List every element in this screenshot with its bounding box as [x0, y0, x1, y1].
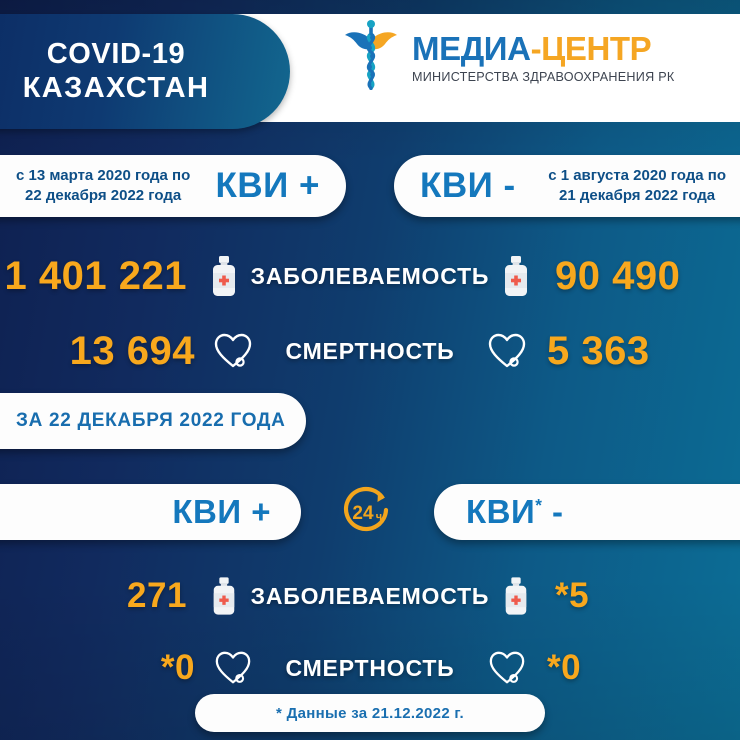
daily-date-pill: ЗА 22 ДЕКАБРЯ 2022 ГОДА: [0, 393, 306, 449]
footnote-text: * Данные за 21.12.2022 г.: [276, 704, 464, 722]
page-title: COVID-19 КАЗАХСТАН: [23, 38, 210, 104]
daily-positive-pill: КВИ +: [0, 484, 301, 540]
daily-negative-kvi-suffix: -: [542, 493, 564, 530]
daily-cases-row: 271 ЗАБОЛЕВАЕМОСТЬ *5: [0, 565, 740, 627]
cumulative-cases-positive-value: 1 401 221: [4, 253, 187, 298]
cumulative-negative-period: с 1 августа 2020 года по 21 декабря 2022…: [548, 167, 726, 204]
badge-unit: ч: [376, 511, 382, 523]
medicine-bottle-icon: [197, 576, 251, 616]
daily-date-label: ЗА 22 ДЕКАБРЯ 2022 ГОДА: [16, 410, 286, 431]
daily-deaths-label: СМЕРТНОСТЬ: [285, 654, 455, 681]
logo-title: МЕДИА-ЦЕНТР: [412, 32, 674, 65]
medicine-bottle-icon: [489, 576, 543, 616]
heart-stethoscope-icon: [205, 331, 261, 371]
daily-negative-pill: КВИ* -: [434, 484, 740, 540]
page-title-line2: КАЗАХСТАН: [22, 71, 210, 104]
cumulative-deaths-row: 13 694 СМЕРТНОСТЬ 5 363: [0, 320, 740, 382]
cumulative-cases-label: ЗАБОЛЕВАЕМОСТЬ: [250, 262, 490, 289]
daily-positive-kvi-label: КВИ +: [172, 493, 271, 530]
logo-text-block: МЕДИА-ЦЕНТР МИНИСТЕРСТВА ЗДРАВООХРАНЕНИЯ…: [412, 30, 674, 84]
logo-title-orange: -ЦЕНТР: [530, 30, 652, 67]
badge-number: 24: [352, 503, 374, 524]
covid-title-banner: COVID-19 КАЗАХСТАН: [0, 14, 290, 129]
daily-cases-positive-value: 271: [127, 576, 187, 615]
daily-negative-kvi-label: КВИ* -: [466, 493, 564, 531]
cumulative-deaths-negative-value: 5 363: [547, 328, 650, 373]
logo-title-blue: МЕДИА: [412, 30, 531, 67]
cumulative-cases-row: 1 401 221 ЗАБОЛЕВАЕМОСТЬ 90 490: [0, 245, 740, 307]
caduceus-icon: [345, 20, 397, 90]
cumulative-negative-kvi-label: КВИ -: [420, 166, 516, 205]
medicine-bottle-icon: [197, 255, 251, 297]
24-hours-badge-icon: 24 ч: [343, 486, 389, 532]
page-title-line1: COVID-19: [46, 38, 186, 71]
cumulative-cases-negative-value: 90 490: [554, 253, 681, 298]
cumulative-positive-pill: с 13 марта 2020 года по 22 декабря 2022 …: [0, 155, 346, 217]
daily-deaths-negative-value: *0: [547, 648, 582, 687]
cumulative-positive-period: с 13 марта 2020 года по 22 декабря 2022 …: [16, 167, 191, 204]
daily-negative-kvi-prefix: КВИ: [466, 493, 536, 530]
cumulative-positive-kvi-label: КВИ +: [215, 166, 320, 205]
heart-stethoscope-icon: [479, 649, 535, 687]
daily-cases-label: ЗАБОЛЕВАЕМОСТЬ: [250, 582, 490, 609]
heart-stethoscope-icon: [479, 331, 535, 371]
medicine-bottle-icon: [489, 255, 543, 297]
footnote-pill: * Данные за 21.12.2022 г.: [195, 694, 545, 732]
cumulative-deaths-positive-value: 13 694: [69, 328, 195, 373]
media-center-logo: МЕДИА-ЦЕНТР МИНИСТЕРСТВА ЗДРАВООХРАНЕНИЯ…: [340, 18, 674, 96]
heart-stethoscope-icon: [205, 649, 261, 687]
cumulative-negative-pill: КВИ - с 1 августа 2020 года по 21 декабр…: [394, 155, 740, 217]
daily-deaths-row: *0 СМЕРТНОСТЬ *0: [0, 637, 740, 699]
daily-cases-negative-value: *5: [554, 576, 590, 615]
daily-negative-asterisk: *: [535, 495, 543, 515]
cumulative-deaths-label: СМЕРТНОСТЬ: [285, 337, 455, 364]
logo-subtitle: МИНИСТЕРСТВА ЗДРАВООХРАНЕНИЯ РК: [412, 70, 675, 84]
daily-deaths-positive-value: *0: [160, 648, 195, 687]
